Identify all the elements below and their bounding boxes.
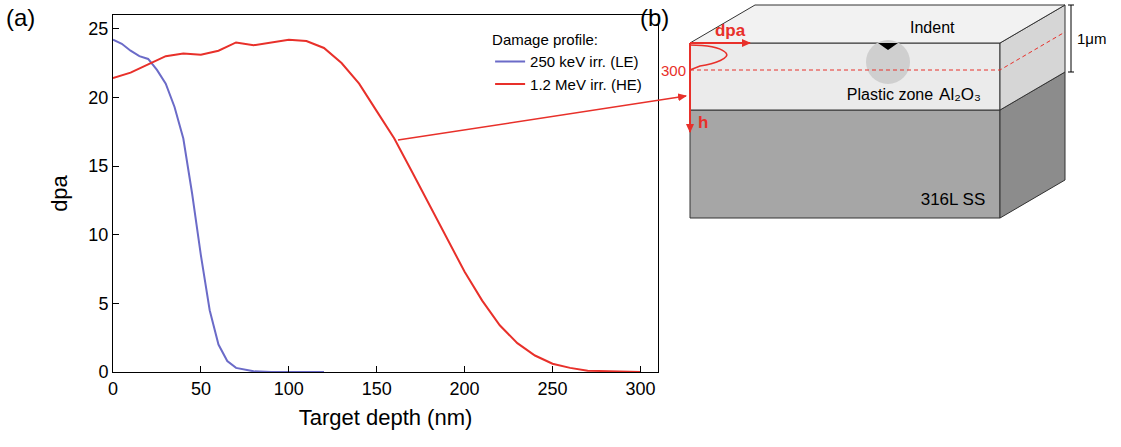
svg-text:10: 10: [88, 225, 108, 245]
svg-text:250 keV irr. (LE): 250 keV irr. (LE): [530, 53, 638, 70]
svg-text:0: 0: [98, 362, 108, 382]
svg-text:5: 5: [98, 294, 108, 314]
svg-text:dpa: dpa: [715, 21, 746, 40]
svg-text:316L SS: 316L SS: [921, 190, 986, 209]
svg-text:25: 25: [88, 19, 108, 39]
svg-text:200: 200: [450, 379, 480, 399]
svg-text:1μm: 1μm: [1077, 30, 1106, 47]
svg-text:h: h: [698, 113, 708, 132]
html-text:(a): (a): [6, 4, 36, 31]
svg-text:0: 0: [108, 379, 118, 399]
svg-text:15: 15: [88, 156, 108, 176]
svg-text:Indent: Indent: [910, 19, 955, 36]
svg-text:20: 20: [88, 88, 108, 108]
svg-text:100: 100: [274, 379, 304, 399]
svg-text:150: 150: [362, 379, 392, 399]
svg-text:250: 250: [537, 379, 567, 399]
svg-text:50: 50: [191, 379, 211, 399]
svg-text:Plastic zone: Plastic zone: [847, 86, 933, 103]
svg-text:Damage profile:: Damage profile:: [492, 31, 598, 48]
svg-text:300: 300: [625, 379, 655, 399]
svg-text:Target depth (nm): Target depth (nm): [299, 405, 473, 430]
svg-text:Al₂O₃: Al₂O₃: [939, 85, 981, 104]
svg-text:dpa: dpa: [47, 174, 72, 211]
svg-text:300: 300: [661, 62, 686, 79]
svg-text:1.2 MeV irr. (HE): 1.2 MeV irr. (HE): [530, 76, 642, 93]
html-text:(b): (b): [640, 4, 670, 31]
